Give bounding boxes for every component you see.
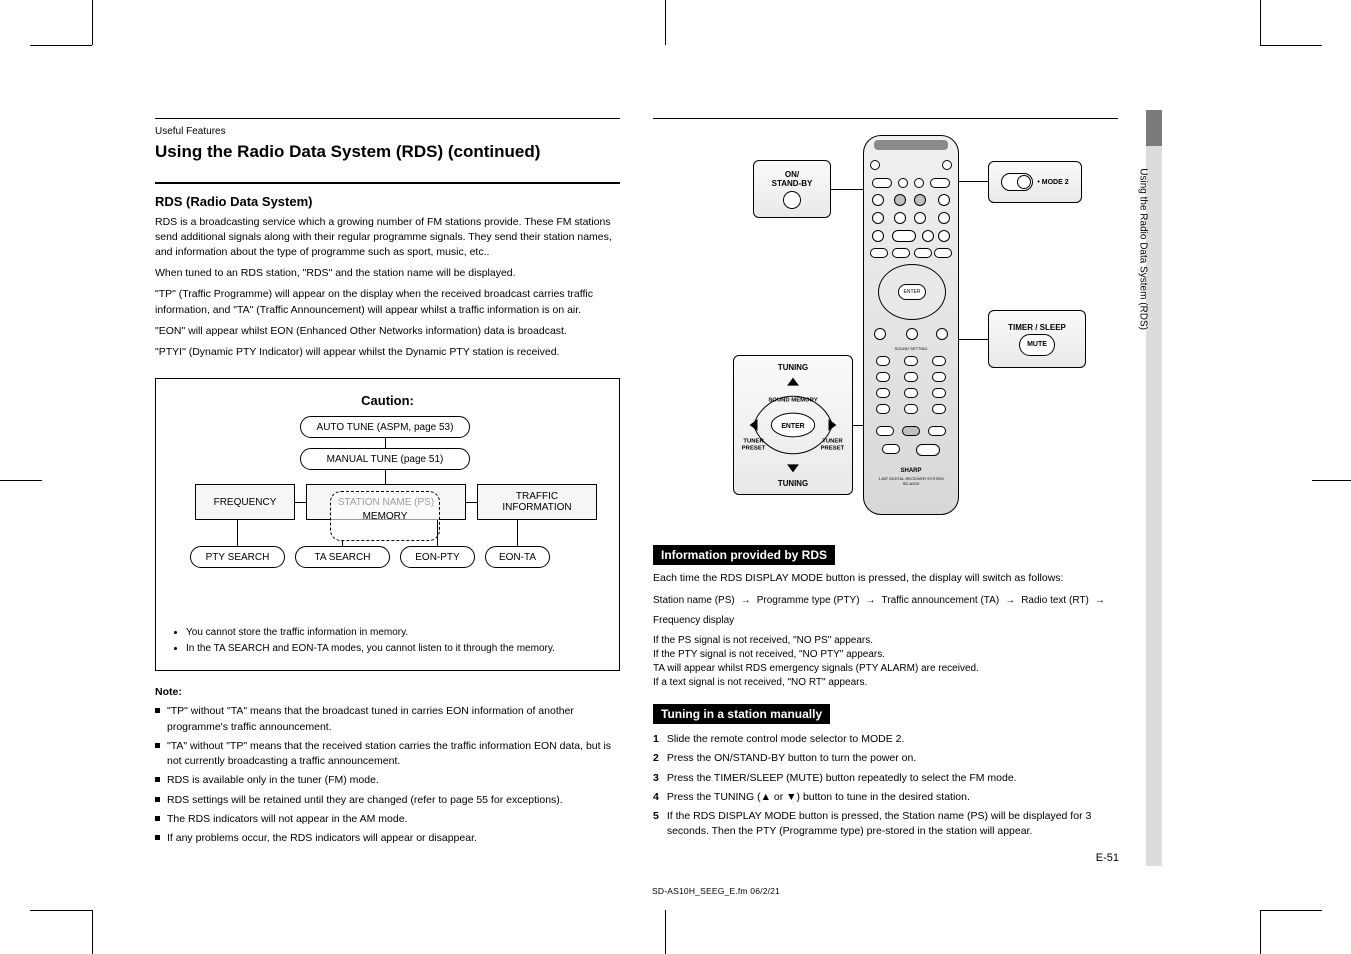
- rds-body: RDS is a broadcasting service which a gr…: [155, 215, 620, 261]
- crop-mark: [92, 0, 93, 45]
- ps-empty: If the PS signal is not received, "NO PS…: [653, 634, 1118, 648]
- eon-note: "EON" will appear whilst EON (Enhanced O…: [155, 324, 620, 339]
- manual-heading: Tuning in a station manually: [653, 704, 830, 724]
- crop-mark: [30, 45, 92, 46]
- note-item: "TA" without "TP" means that the receive…: [167, 739, 620, 769]
- crop-mark: [1260, 45, 1322, 46]
- note-item: RDS is available only in the tuner (FM) …: [167, 773, 620, 788]
- rds-structure-diagram: AUTO TUNE (ASPM, page 53) MANUAL TUNE (p…: [170, 416, 605, 616]
- svg-text:TUNING: TUNING: [778, 363, 808, 372]
- remote-control: ENTER SOUND SETTING: [863, 135, 959, 515]
- svg-text:TUNING: TUNING: [778, 479, 808, 488]
- crop-mark: [30, 910, 92, 911]
- diagram-ta: TA SEARCH: [295, 546, 390, 568]
- diagram-freq: FREQUENCY: [195, 484, 295, 520]
- left-column: Useful Features Using the Radio Data Sys…: [155, 118, 620, 850]
- chapter-tab-active: [1146, 110, 1162, 146]
- remote-btn: [870, 160, 880, 170]
- pty-empty: If the PTY signal is not received, "NO P…: [653, 648, 1118, 662]
- info-heading: Information provided by RDS: [653, 545, 835, 565]
- remote-btn: [942, 160, 952, 170]
- crop-mark: [1260, 0, 1261, 45]
- remote-slider: [930, 178, 950, 188]
- svg-text:TUNER: TUNER: [822, 439, 843, 445]
- svg-text:SOUND MEMORY: SOUND MEMORY: [768, 397, 817, 403]
- mute-button-icon: MUTE: [1019, 334, 1055, 356]
- crop-mark: [92, 910, 93, 954]
- ta-note: TA will appear whilst RDS emergency sign…: [653, 662, 1118, 676]
- diagram-auto-tune: AUTO TUNE (ASPM, page 53): [300, 416, 470, 438]
- crop-mark: [665, 0, 666, 45]
- note-item: If any problems occur, the RDS indicator…: [167, 831, 620, 846]
- info-body: Each time the RDS DISPLAY MODE button is…: [653, 571, 1118, 586]
- crop-mark: [665, 910, 666, 954]
- svg-text:PRESET: PRESET: [821, 446, 845, 452]
- svg-text:PRESET: PRESET: [742, 446, 766, 452]
- right-column: ON/ STAND-BY • MODE 2 TIMER / SLEEP MUTE: [653, 118, 1118, 840]
- note-item: "TP" without "TA" means that the broadca…: [167, 704, 620, 734]
- rds-indicator: When tuned to an RDS station, "RDS" and …: [155, 266, 620, 281]
- memory-note-1: You cannot store the traffic information…: [186, 626, 605, 640]
- notes-list: "TP" without "TA" means that the broadca…: [155, 704, 620, 846]
- crop-mark: [1260, 910, 1322, 911]
- note-heading: Note:: [155, 685, 620, 700]
- diagram-manual-tune: MANUAL TUNE (page 51): [300, 448, 470, 470]
- mode-slider-icon: [1001, 173, 1033, 191]
- diagram-eon-ta: EON-TA: [485, 546, 550, 568]
- crop-mark: [1312, 480, 1351, 481]
- note-item: RDS settings will be retained until they…: [167, 793, 620, 808]
- note-item: The RDS indicators will not appear in th…: [167, 812, 620, 827]
- rds-heading: RDS (Radio Data System): [155, 194, 620, 209]
- caution-box: Caution: AUTO TUNE (ASPM, page 53) MANUA…: [155, 378, 620, 671]
- callout-on-standby: ON/ STAND-BY: [753, 160, 831, 218]
- svg-text:TUNER: TUNER: [743, 439, 764, 445]
- section-label: Useful Features: [155, 125, 620, 140]
- diagram-memory: MEMORY: [330, 491, 440, 541]
- callout-timer-mute: TIMER / SLEEP MUTE: [988, 310, 1086, 368]
- callout-tuning: TUNING SOUND MEMORY ENTER TUNER PRESET T…: [733, 355, 853, 495]
- remote-slider: [872, 178, 892, 188]
- ptyi-note: "PTYI" (Dynamic PTY Indicator) will appe…: [155, 345, 620, 360]
- page-title: Using the Radio Data System (RDS) (conti…: [155, 142, 620, 162]
- display-sequence: Station name (PS)→ Programme type (PTY)→…: [653, 594, 1118, 628]
- manual-page: Using the Radio Data System (RDS) Useful…: [0, 0, 1351, 954]
- rt-empty: If a text signal is not received, "NO RT…: [653, 676, 1118, 690]
- crop-mark: [1260, 910, 1261, 954]
- memory-note-2: In the TA SEARCH and EON-TA modes, you c…: [186, 642, 605, 656]
- steps-list: 1Slide the remote control mode selector …: [653, 732, 1118, 839]
- caution-title: Caution:: [170, 393, 605, 408]
- side-label: Using the Radio Data System (RDS): [1138, 168, 1149, 330]
- tp-note: "TP" (Traffic Programme) will appear on …: [155, 287, 620, 317]
- svg-text:ENTER: ENTER: [781, 423, 804, 430]
- page-number: E-51: [1096, 852, 1119, 864]
- remote-diagram: ON/ STAND-BY • MODE 2 TIMER / SLEEP MUTE: [653, 125, 1118, 535]
- diagram-traffic: TRAFFIC INFORMATION: [477, 484, 597, 520]
- power-icon: [783, 191, 801, 209]
- crop-mark: [0, 480, 42, 481]
- doc-tag: SD-AS10H_SEEG_E.fm 06/2/21: [652, 886, 780, 896]
- callout-mode2: • MODE 2: [988, 161, 1082, 203]
- diagram-pty: PTY SEARCH: [190, 546, 285, 568]
- diagram-eon-pty: EON-PTY: [400, 546, 475, 568]
